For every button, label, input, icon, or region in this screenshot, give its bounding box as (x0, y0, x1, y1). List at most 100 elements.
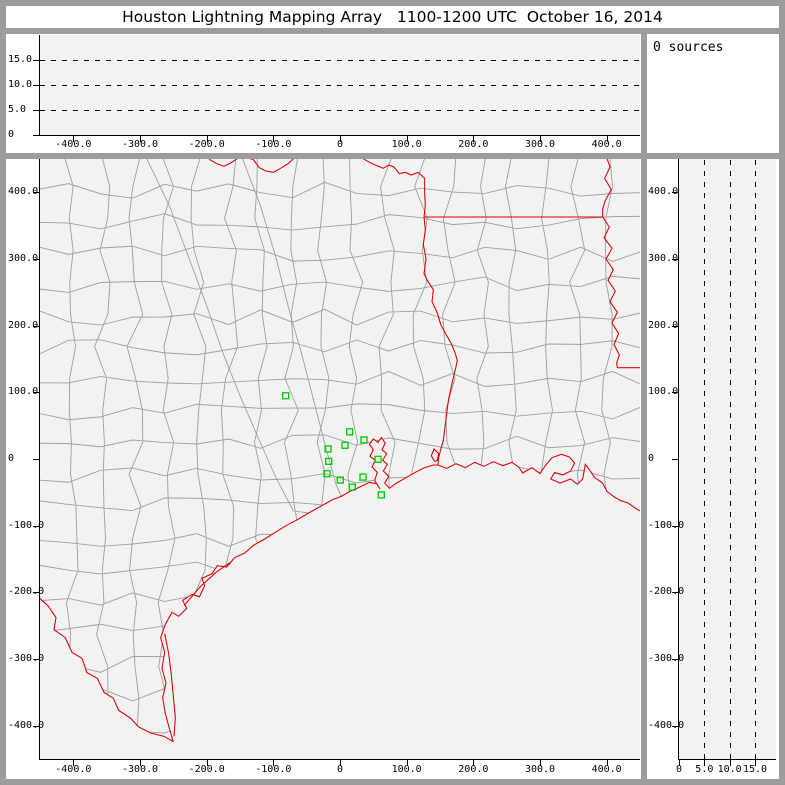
ew-tick-mark (140, 760, 141, 766)
ew-tick-mark (473, 136, 475, 142)
ew-tick-label: 200.0 (458, 764, 489, 775)
ew-tick-label: 100.0 (391, 139, 422, 150)
ew-tick-mark (206, 136, 208, 142)
ns-tick-label: 400.0 (648, 186, 679, 198)
alt-tick-mark (679, 760, 680, 766)
altitude-gridline (729, 159, 731, 759)
lma-station-marker (359, 473, 367, 481)
ew-tick-label: -100.0 (255, 764, 292, 775)
county-boundaries (40, 159, 640, 742)
ns-tick-mark (672, 259, 678, 260)
state-boundaries (40, 159, 640, 743)
ew-tick-label: 200.0 (458, 139, 489, 150)
ew-tick-mark (73, 760, 75, 766)
ew-tick-label: -300.0 (121, 139, 159, 150)
ns-tick-mark (33, 392, 39, 394)
alt-tick-mark (33, 110, 39, 111)
ns-tick-mark (33, 325, 39, 327)
altitude-gridline (40, 60, 640, 61)
ns-tick-mark (33, 659, 39, 660)
lma-station-marker (324, 445, 332, 453)
ns-tick-label: -300.0 (8, 653, 45, 664)
ns-tick-mark (33, 525, 39, 527)
sources-count-label: 0 sources (653, 40, 724, 55)
ns-tick-label: 100.0 (648, 386, 679, 398)
ew-tick-label: -200.0 (188, 764, 225, 775)
ew-tick-mark (606, 136, 608, 142)
ew-tick-label: 400.0 (591, 764, 622, 775)
ns-tick-mark (672, 592, 678, 594)
lma-station-marker (325, 457, 333, 465)
sources-count-panel: 0 sources (647, 34, 779, 153)
alt-tick-mark (33, 85, 39, 86)
ew-tick-mark (206, 760, 208, 766)
ew-tick-mark (273, 136, 275, 142)
ew-tick-mark (540, 136, 541, 142)
lma-station-marker (282, 392, 290, 400)
ns-tick-label: 0 (8, 453, 15, 464)
ns-tick-mark (33, 192, 39, 194)
ns-tick-mark (33, 592, 39, 594)
ew-tick-label: 0 (336, 139, 344, 150)
ns-tick-label: -200.0 (8, 586, 45, 598)
lma-station-marker (341, 441, 349, 449)
altitude-gridline (755, 159, 756, 759)
ew-tick-label: -400.0 (55, 764, 92, 775)
ew-tick-mark (340, 760, 341, 766)
altitude-ew-panel: 0 5.0 10.0 15.0 -400.0 -300.0 -200.0 -100.0 0 100… (6, 34, 641, 153)
altitude-ew-plot-area[interactable] (39, 35, 640, 136)
ns-tick-mark (672, 525, 678, 527)
page-title: Houston Lightning Mapping Array 1100-120… (122, 8, 663, 26)
alt-tick-mark (729, 760, 731, 766)
ns-tick-label: -100.0 (648, 519, 685, 531)
ew-tick-label: 300.0 (524, 764, 556, 775)
lma-station-marker (323, 470, 331, 478)
ns-tick-label: -400.0 (8, 719, 45, 731)
ew-tick-label: -200.0 (188, 139, 225, 150)
alt-tick-label: 0 (8, 129, 15, 140)
alt-tick-label: 15.0 (8, 54, 33, 65)
ns-tick-label: 400.0 (8, 186, 39, 198)
ew-tick-mark (340, 136, 341, 142)
lma-station-marker (374, 455, 382, 463)
ns-tick-mark (672, 725, 678, 727)
ns-tick-mark (33, 725, 39, 727)
alt-tick-label: 10.0 (717, 764, 742, 775)
ns-tick-label: -400.0 (648, 719, 685, 731)
altitude-gridline (40, 110, 640, 111)
plan-view-map-panel: 400.0 300.0 200.0 100.0 0 -100.0 -200.0 -300.0 -… (6, 159, 641, 779)
ew-tick-mark (406, 760, 408, 766)
altitude-gridline (40, 85, 640, 86)
ew-tick-label: -400.0 (55, 139, 92, 150)
ns-tick-label: 300.0 (8, 253, 39, 264)
ew-tick-mark (473, 760, 475, 766)
title-bar: Houston Lightning Mapping Array 1100-120… (6, 6, 779, 28)
ew-tick-mark (406, 136, 408, 142)
altitude-ns-plot-area[interactable] (678, 159, 776, 760)
county-state-map[interactable] (40, 159, 640, 759)
ns-tick-label: -100.0 (8, 519, 45, 531)
ew-tick-mark (140, 136, 141, 142)
ns-tick-label: -300.0 (648, 653, 685, 664)
alt-tick-label: 5.0 (695, 764, 714, 775)
ns-tick-mark (672, 659, 678, 660)
ns-tick-label: -200.0 (648, 586, 685, 598)
ew-tick-label: 100.0 (391, 764, 422, 775)
plan-view-map-area[interactable] (39, 159, 640, 760)
ew-tick-label: 400.0 (591, 139, 622, 150)
ew-tick-label: 0 (336, 764, 344, 775)
ew-tick-label: -100.0 (255, 139, 292, 150)
ns-tick-mark (672, 325, 678, 327)
ew-tick-label: -300.0 (121, 764, 159, 775)
ns-tick-mark (33, 259, 39, 260)
lma-station-marker (377, 491, 385, 499)
alt-tick-label: 10.0 (8, 79, 33, 90)
alt-tick-label: 0 (675, 764, 683, 775)
ns-tick-mark (33, 459, 39, 460)
alt-tick-mark (704, 760, 706, 766)
ns-tick-mark (672, 392, 678, 394)
ew-tick-mark (606, 760, 608, 766)
alt-tick-label: 5.0 (8, 104, 27, 115)
alt-tick-label: 15.0 (742, 764, 768, 775)
ew-tick-label: 300.0 (524, 139, 556, 150)
